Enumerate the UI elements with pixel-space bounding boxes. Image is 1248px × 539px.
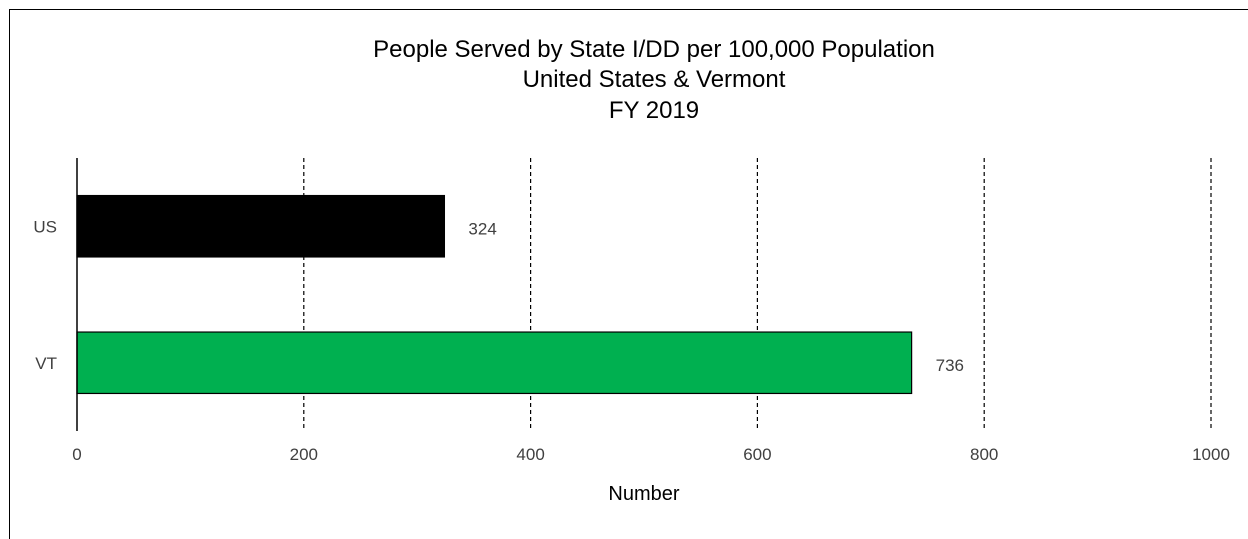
x-tick-label: 1000 (1192, 445, 1230, 464)
x-tick-label: 400 (516, 445, 544, 464)
chart-title-line-3: FY 2019 (609, 97, 699, 124)
x-axis-label: Number (608, 483, 679, 505)
chart-title-line-2: United States & Vermont (523, 66, 786, 93)
x-tick-label: 200 (290, 445, 318, 464)
bar-us (76, 194, 446, 258)
category-label: US (33, 217, 57, 236)
bars (76, 194, 913, 395)
chart-title: People Served by State I/DD per 100,000 … (373, 36, 935, 124)
x-tick-label: 600 (743, 445, 771, 464)
category-labels: US VT (33, 217, 57, 373)
bar-vt (76, 331, 913, 395)
chart-frame (9, 9, 1248, 539)
x-tick-labels: 0 200 400 600 800 1000 (72, 445, 1230, 464)
chart-title-line-1: People Served by State I/DD per 100,000 … (373, 36, 935, 63)
data-label: 736 (936, 356, 964, 375)
category-label: VT (35, 354, 57, 373)
data-label: 324 (468, 219, 496, 238)
x-tick-label: 800 (970, 445, 998, 464)
data-labels: 324 736 (468, 219, 964, 375)
x-tick-label: 0 (72, 445, 81, 464)
